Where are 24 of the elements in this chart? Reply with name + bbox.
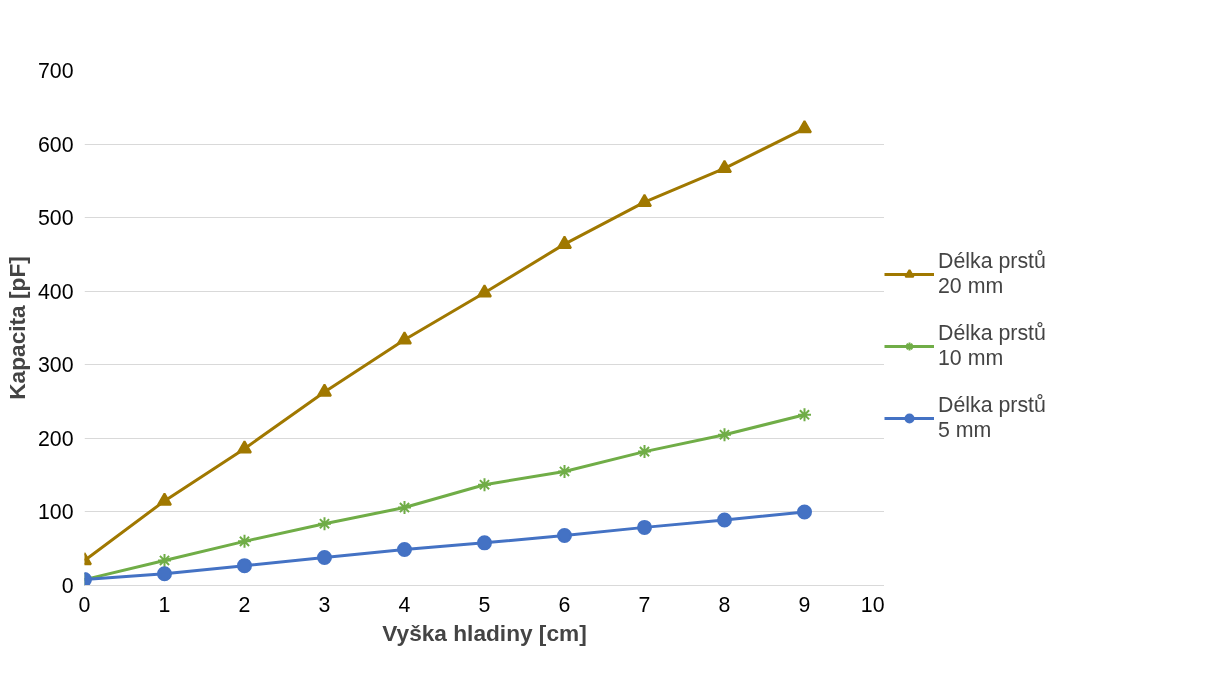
y-axis-title: Kapacita [pF] [3,256,30,400]
y-tick-label: 300 [37,353,74,378]
y-tick-label: 100 [37,500,74,525]
x-tick-label: 4 [398,592,411,617]
y-tick-label: 400 [37,279,74,304]
legend-label: Délka prstů 5 mm [938,393,1046,443]
x-tick-label: 1 [158,592,171,617]
legend-label: Délka prstů 20 mm [938,249,1046,299]
x-tick-label: 3 [318,592,331,617]
y-tick-label: 0 [61,574,74,598]
x-tick-label: 5 [478,592,491,617]
legend-label: Délka prstů 10 mm [938,321,1046,371]
y-tick-label: 700 [37,59,74,83]
x-tick-label: 0 [78,592,91,617]
x-axis-title: Vyška hladiny [cm] [382,619,587,646]
y-tick-label: 500 [37,206,74,231]
x-tick-label: 6 [558,592,571,617]
x-tick-label: 2 [238,592,251,617]
x-tick-label: 7 [638,592,651,617]
x-tick-label: 10 [860,592,885,617]
x-tick-label: 9 [798,592,811,617]
y-tick-label: 200 [37,426,74,451]
y-tick-label: 600 [37,132,74,157]
x-tick-label: 8 [718,592,731,617]
